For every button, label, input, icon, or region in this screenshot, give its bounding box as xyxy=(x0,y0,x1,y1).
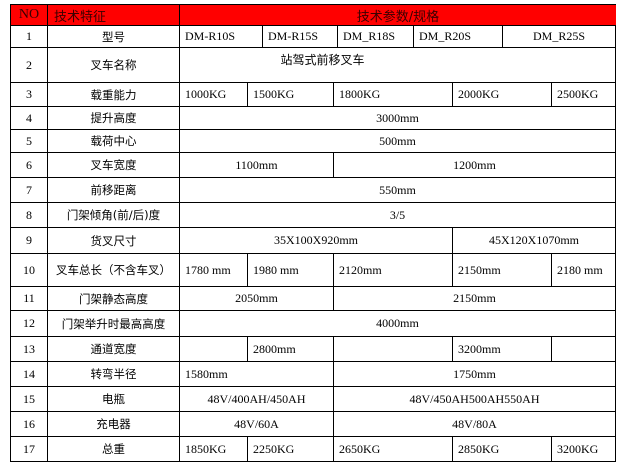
spec-value: 1750mm xyxy=(333,362,616,386)
feature-label: 通道宽度 xyxy=(47,337,179,361)
table-row: 6 叉车宽度 1100mm 1200mm xyxy=(10,153,616,178)
spec-value: 48V/60A xyxy=(179,412,333,436)
header-row: NO 技术特征 技术参数/规格 xyxy=(10,5,616,26)
spec-value: 3200KG xyxy=(551,437,616,461)
table-row: 5 载荷中心 500mm xyxy=(10,130,616,153)
row-number: 14 xyxy=(10,362,47,386)
table-row: 11 门架静态高度 2050mm 2150mm xyxy=(10,287,616,311)
table-row: 8 门架倾角(前/后)度 3/5 xyxy=(10,203,616,228)
spec-value: 1500KG xyxy=(247,83,333,106)
spec-value: 2150mm xyxy=(452,254,551,286)
spec-value: 2050mm xyxy=(179,287,333,310)
spec-value: 1780 mm xyxy=(179,254,247,286)
spec-value: 48V/80A xyxy=(333,412,616,436)
feature-label: 载荷中心 xyxy=(47,130,179,152)
feature-label: 载重能力 xyxy=(47,83,179,106)
table-row: 2 叉车名称 站驾式前移叉车 xyxy=(10,48,616,83)
table-row: 1 型号 DM-R10S DM-R15S DM_R18S DM_R20S DM_R25S xyxy=(10,26,616,48)
feature-label: 门架静态高度 xyxy=(47,287,179,310)
spec-value: 4000mm xyxy=(179,311,616,336)
header-feature: 技术特征 xyxy=(47,5,179,25)
row-number: 12 xyxy=(10,311,47,336)
feature-label: 电瓶 xyxy=(47,387,179,411)
spec-value: 2800mm xyxy=(247,337,333,361)
feature-label: 货叉尺寸 xyxy=(47,228,179,253)
spec-value: 35X100X920mm xyxy=(179,228,452,253)
row-number: 17 xyxy=(10,437,47,461)
spec-value: 3200mm xyxy=(452,337,551,361)
table-row: 13 通道宽度 2800mm 3200mm xyxy=(10,337,616,362)
feature-label: 提升高度 xyxy=(47,107,179,129)
spec-table: NO 技术特征 技术参数/规格 1 型号 DM-R10S DM-R15S DM_R18S… xyxy=(10,4,616,462)
spec-value: DM_R18S xyxy=(337,26,413,47)
table-row: 12 门架举升时最高高度 4000mm xyxy=(10,311,616,337)
spec-value: 1200mm xyxy=(333,153,616,177)
feature-label: 充电器 xyxy=(47,412,179,436)
feature-label: 叉车总长（不含车叉） xyxy=(47,254,179,286)
spec-value: 2120mm xyxy=(333,254,452,286)
row-number: 3 xyxy=(10,83,47,106)
spec-value: 550mm xyxy=(179,178,616,202)
spec-value: 3/5 xyxy=(179,203,616,227)
row-number: 4 xyxy=(10,107,47,129)
row-number: 9 xyxy=(10,228,47,253)
row-number: 2 xyxy=(10,48,47,82)
feature-label: 转弯半径 xyxy=(47,362,179,386)
table-row: 10 叉车总长（不含车叉） 1780 mm 1980 mm 2120mm 2150mm 21… xyxy=(10,254,616,287)
row-number: 8 xyxy=(10,203,47,227)
spec-value: DM_R25S xyxy=(502,26,616,47)
spec-value: 1800KG xyxy=(333,83,452,106)
spec-value: 2250KG xyxy=(247,437,333,461)
spec-value: 2850KG xyxy=(452,437,551,461)
spec-value: 500mm xyxy=(179,130,616,152)
row-number: 13 xyxy=(10,337,47,361)
table-row: 15 电瓶 48V/400AH/450AH 48V/450AH500AH550AH xyxy=(10,387,616,412)
spec-value: 3000mm xyxy=(179,107,616,129)
spec-value: 45X120X1070mm xyxy=(452,228,616,253)
spec-value xyxy=(333,337,452,361)
feature-label: 前移距离 xyxy=(47,178,179,202)
header-no: NO xyxy=(10,5,47,25)
spec-value xyxy=(551,337,616,361)
table-row: 4 提升高度 3000mm xyxy=(10,107,616,130)
spec-value: 1580mm xyxy=(179,362,333,386)
spec-value: DM-R10S xyxy=(179,26,262,47)
row-number: 16 xyxy=(10,412,47,436)
table-row: 9 货叉尺寸 35X100X920mm 45X120X1070mm xyxy=(10,228,616,254)
feature-label: 门架倾角(前/后)度 xyxy=(47,203,179,227)
feature-label: 叉车宽度 xyxy=(47,153,179,177)
feature-label: 型号 xyxy=(47,26,179,47)
table-row: 7 前移距离 550mm xyxy=(10,178,616,203)
table-row: 14 转弯半径 1580mm 1750mm xyxy=(10,362,616,387)
spec-value: 站驾式前移叉车 xyxy=(179,48,616,82)
spec-value: 2150mm xyxy=(333,287,616,310)
row-number: 11 xyxy=(10,287,47,310)
row-number: 15 xyxy=(10,387,47,411)
feature-label: 叉车名称 xyxy=(47,48,179,82)
spec-value: 48V/450AH500AH550AH xyxy=(333,387,616,411)
spec-value: DM_R20S xyxy=(413,26,502,47)
spec-value: 2650KG xyxy=(333,437,452,461)
spec-value: 1100mm xyxy=(179,153,333,177)
spec-value: 1000KG xyxy=(179,83,247,106)
spec-value xyxy=(179,337,247,361)
table-row: 3 载重能力 1000KG 1500KG 1800KG 2000KG 2500KG xyxy=(10,83,616,107)
spec-value: 2000KG xyxy=(452,83,551,106)
row-number: 6 xyxy=(10,153,47,177)
feature-label: 总重 xyxy=(47,437,179,461)
row-number: 1 xyxy=(10,26,47,47)
row-number: 5 xyxy=(10,130,47,152)
spec-value: 2180 mm xyxy=(551,254,616,286)
spec-value: 1850KG xyxy=(179,437,247,461)
feature-label: 门架举升时最高高度 xyxy=(47,311,179,336)
row-number: 10 xyxy=(10,254,47,286)
table-row: 16 充电器 48V/60A 48V/80A xyxy=(10,412,616,437)
table-row: 17 总重 1850KG 2250KG 2650KG 2850KG 3200KG xyxy=(10,437,616,462)
row-number: 7 xyxy=(10,178,47,202)
spec-value: 48V/400AH/450AH xyxy=(179,387,333,411)
spec-value: 1980 mm xyxy=(247,254,333,286)
spec-value: DM-R15S xyxy=(262,26,337,47)
header-spec: 技术参数/规格 xyxy=(179,5,616,25)
spec-value: 2500KG xyxy=(551,83,616,106)
